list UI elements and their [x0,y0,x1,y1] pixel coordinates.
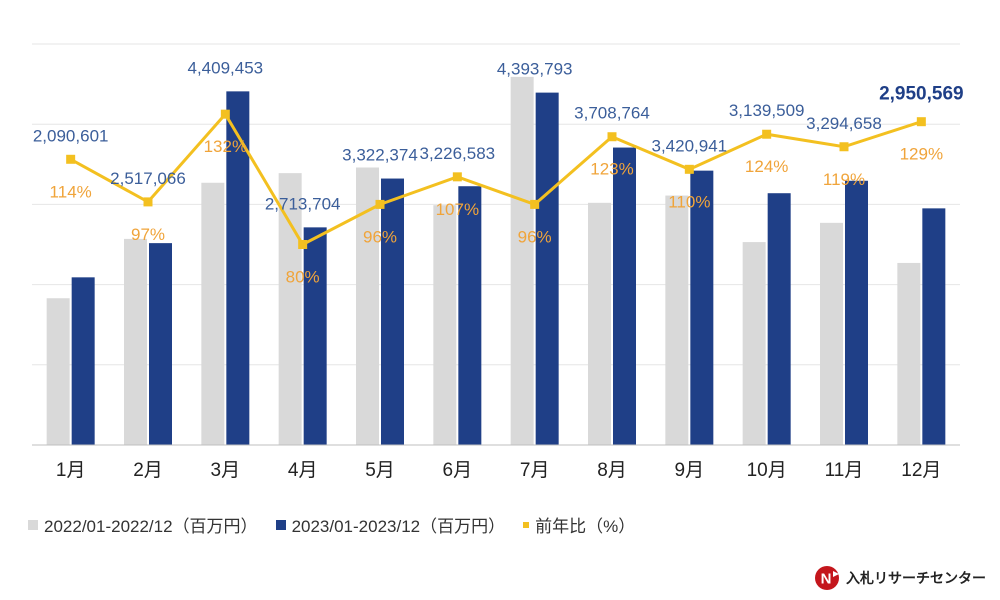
bar-2022 [588,202,611,445]
legend-label-2022: 2022/01-2022/12（百万円） [44,517,258,536]
x-tick-label: 3月 [211,460,241,481]
legend-item-yoy: 前年比（%） [523,512,635,537]
bar-2023 [226,91,250,445]
brand-name: 入札リサーチセンター [846,570,986,586]
bar-2022 [742,242,766,445]
bar-2023 [613,147,636,445]
series-2023-bars [71,91,946,446]
x-tick-label: 10月 [747,460,787,481]
brand-logo-icon: N [815,566,839,590]
yoy-value-label: 107% [436,200,479,219]
yoy-value-label: 114% [50,182,92,201]
bar-2022 [124,238,147,445]
x-tick-label: 6月 [443,460,473,481]
bar-2023 [149,243,172,445]
chart: 1月 2月 3月 4月 5月 6月 7月 8月 9月 10月 11月 12月 2,090,601 2,5… [32,43,964,481]
legend-swatch-2022 [28,519,38,530]
bar-2022 [46,298,70,445]
bar-2023-value-label: 3,226,583 [420,144,496,163]
bar-2023-value-label: 2,090,601 [33,126,109,145]
yoy-value-label: 132% [204,137,247,156]
brand: N 入札リサーチセンター [814,565,986,591]
bar-2023-value-label: 3,420,941 [652,136,728,155]
legend-item-2023: 2023/01-2023/12（百万円） [275,512,506,537]
bar-2023 [303,227,327,445]
yoy-value-label: 119% [823,170,865,189]
svg-text:N: N [821,571,832,588]
bar-2023-value-label: 2,950,569 [879,84,964,105]
yoy-point [220,109,230,119]
bar-2023-value-label: 3,139,509 [729,101,805,120]
bar-2023-value-label: 4,393,793 [497,60,573,79]
bar-2023 [690,170,714,445]
bar-2023 [458,186,482,446]
bar-2023-value-label: 3,322,374 [342,146,418,165]
bar-2023 [845,180,868,445]
yoy-line-path [69,111,922,247]
yoy-point [607,132,617,142]
bar-2022 [820,222,843,445]
yoy-value-label: 97% [131,225,165,244]
x-tick-label: 9月 [675,460,705,481]
yoy-value-label: 110% [668,192,710,211]
bar-2023-value-label: 3,294,658 [806,114,882,133]
bar-2022 [201,182,225,445]
legend-item-2022: 2022/01-2022/12（百万円） [28,512,258,537]
yoy-point [916,117,926,127]
x-tick-label: 2月 [133,460,163,481]
bar-2023 [535,92,559,445]
yoy-point [530,199,540,209]
bar-2023 [71,277,95,445]
legend-swatch-yoy [523,521,530,528]
x-tick-label: 5月 [365,460,395,481]
yoy-value-label: 129% [900,145,943,164]
grid-lines [32,43,960,366]
yoy-value-label: 96% [518,227,552,246]
x-tick-label: 7月 [520,460,550,481]
bar-2023 [767,193,791,445]
yoy-point [684,164,694,174]
legend-swatch-2023 [275,519,286,530]
x-tick-label: 8月 [597,460,627,481]
legend-label-2023: 2023/01-2023/12（百万円） [291,517,506,536]
yoy-value-label: 123% [590,160,633,179]
x-tick-label: 4月 [288,460,318,481]
yoy-point [839,142,849,152]
bar-2022 [665,195,689,445]
x-tick-label: 12月 [901,460,941,481]
bar-2023-value-label: 3,708,764 [574,104,650,123]
bar-2022 [278,173,302,445]
x-tick-label: 11月 [825,460,864,481]
bar-2023-value-label: 2,517,066 [110,169,186,188]
bar-2022 [510,76,534,445]
yoy-value-label: 96% [363,227,397,246]
yoy-point [762,129,772,139]
bar-2022 [897,262,921,445]
bar-2023-value-label: 2,713,704 [265,194,341,213]
yoy-value-label: 80% [286,268,320,287]
yoy-value-label: 124% [745,157,788,176]
x-axis: 1月 2月 3月 4月 5月 6月 7月 8月 9月 10月 11月 12月 [32,444,960,481]
legend: 2022/01-2022/12（百万円） 2023/01-2023/12（百万円… [28,512,653,537]
yoy-point [452,172,462,182]
legend-label-yoy: 前年比（%） [535,517,636,536]
yoy-line [66,109,926,249]
data-labels: 2,090,601 2,517,066 4,409,453 2,713,704 3,32… [33,58,964,286]
bar-2022 [356,167,379,445]
x-tick-label: 1月 [56,460,86,481]
bar-2023 [922,208,946,445]
series-2022-bars [46,76,921,445]
yoy-point [298,240,308,249]
yoy-point [375,199,385,209]
yoy-point [66,154,76,164]
bar-2022 [433,205,457,445]
bar-2023 [381,178,404,446]
yoy-point [143,197,153,207]
bar-2023-value-label: 4,409,453 [188,58,264,77]
